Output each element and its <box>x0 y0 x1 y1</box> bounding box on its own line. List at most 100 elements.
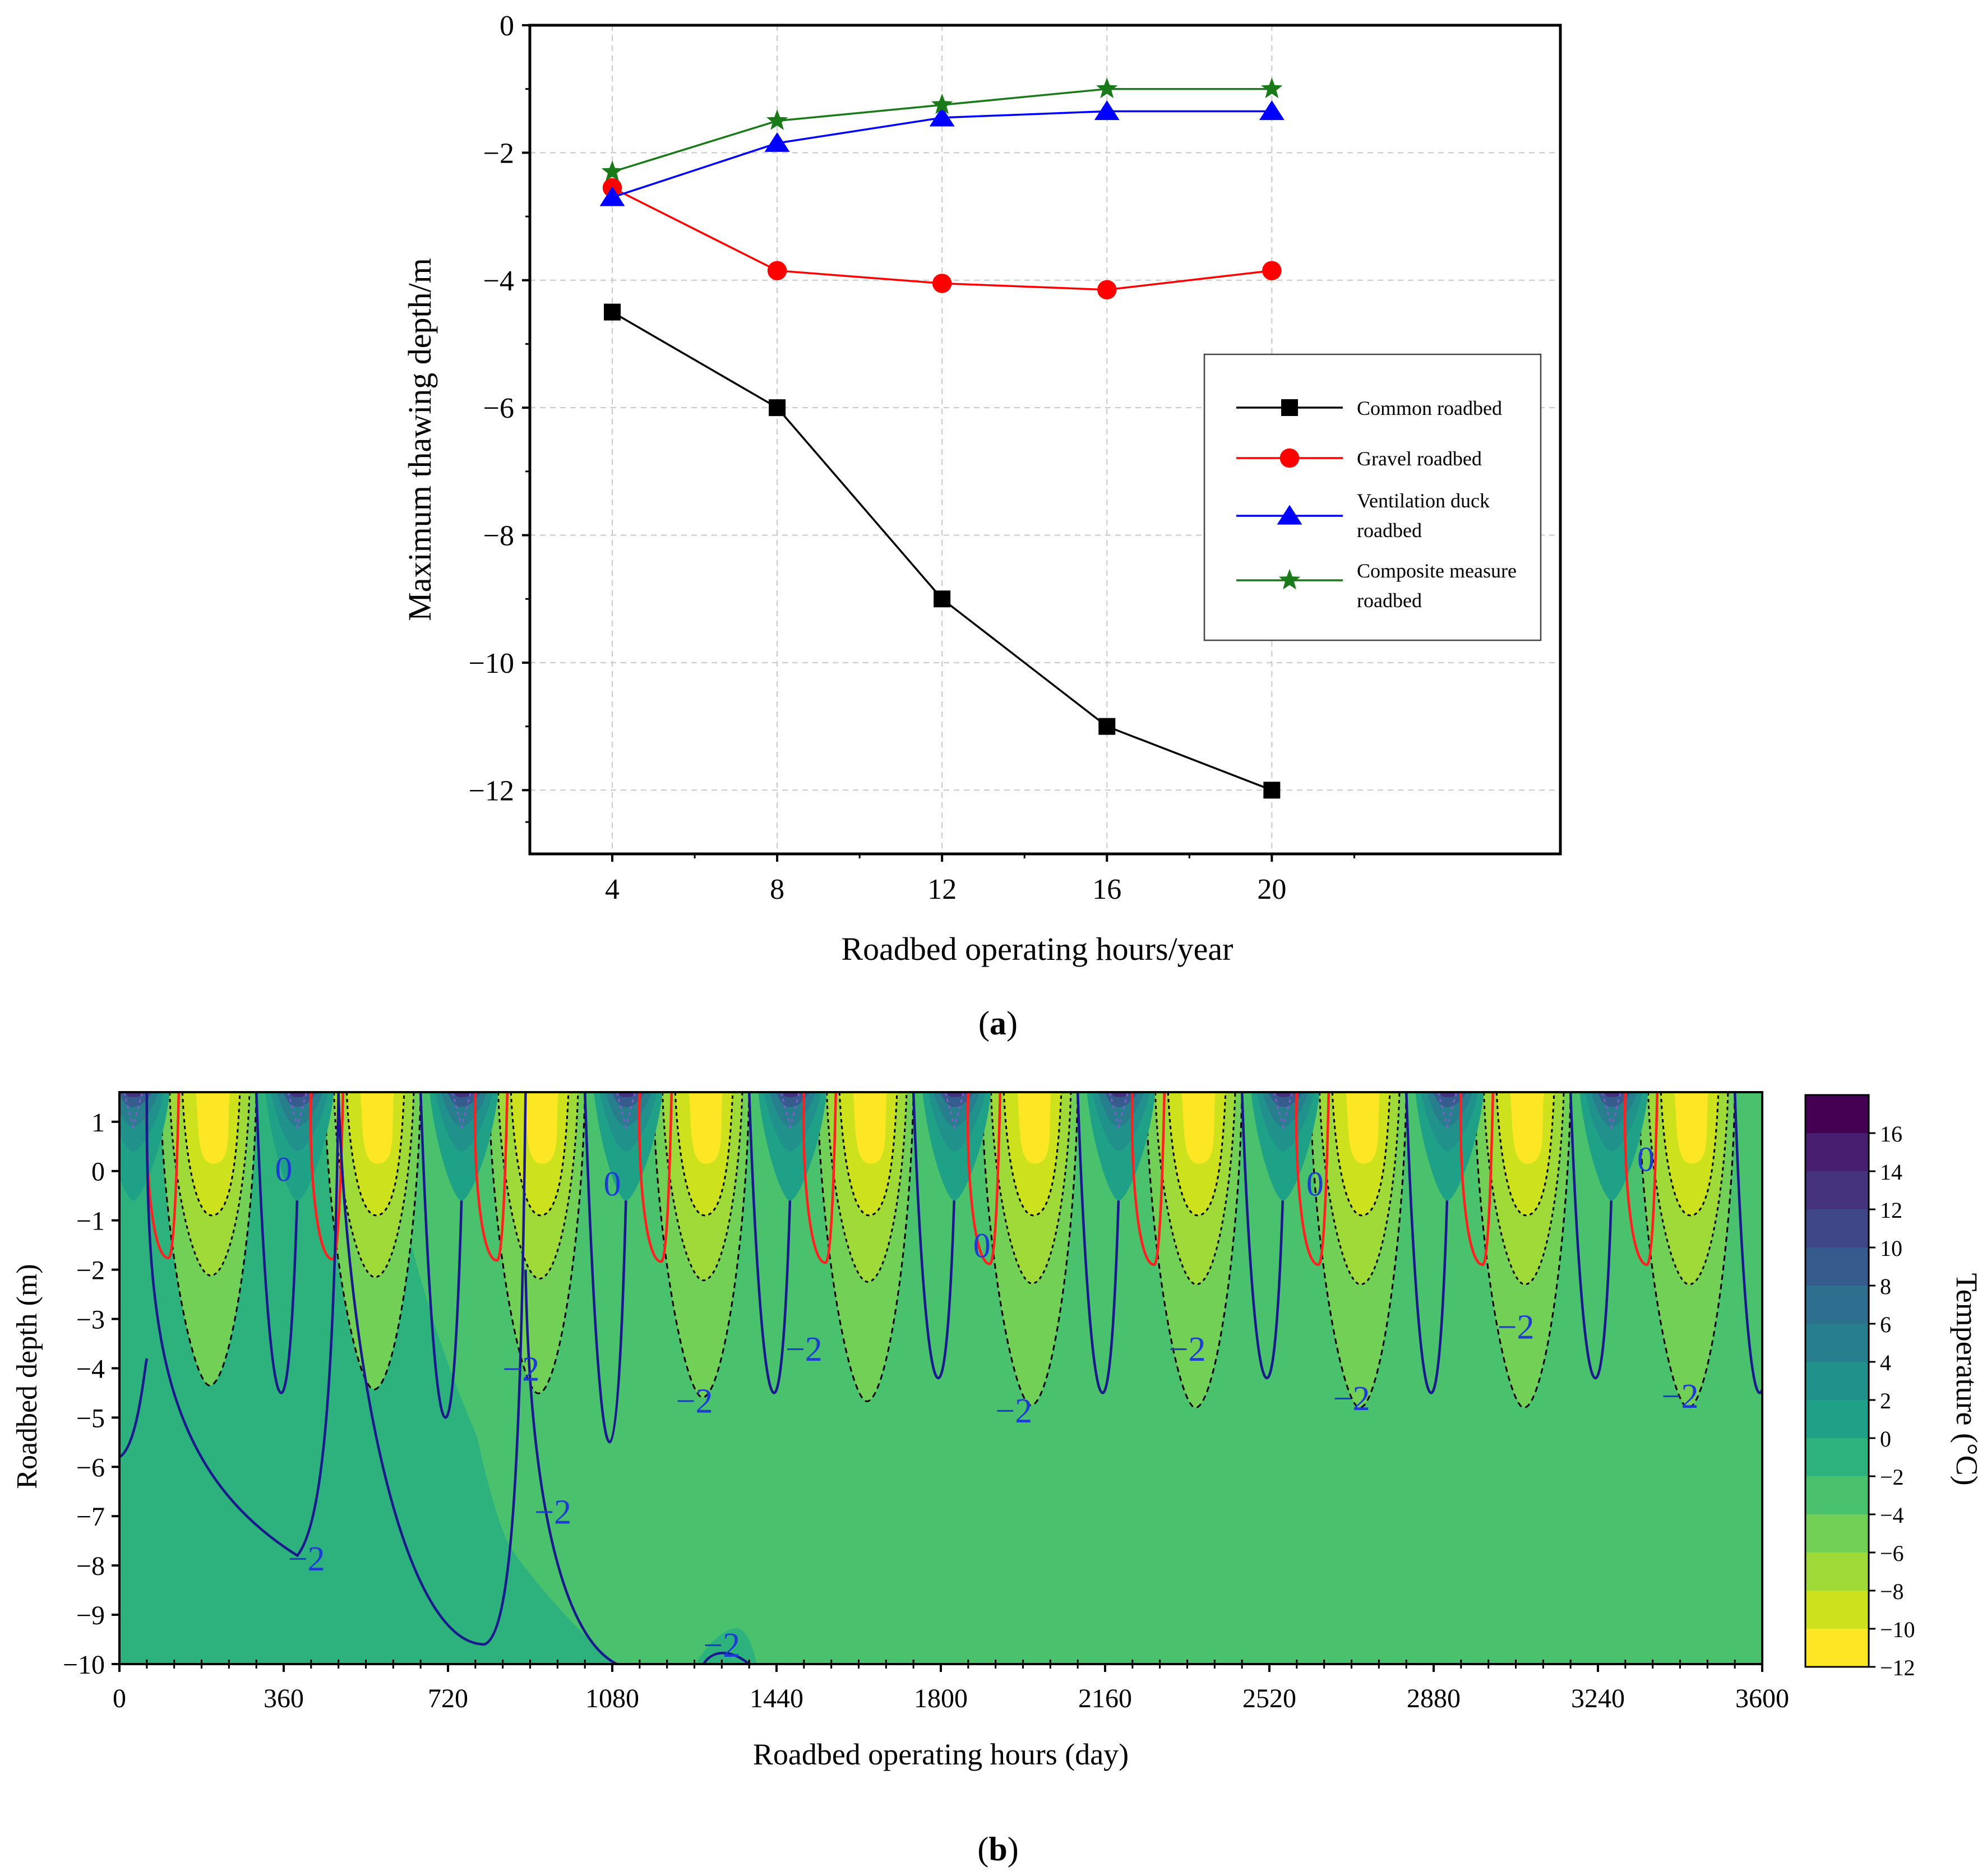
b-contour-label: −2 <box>1498 1309 1535 1347</box>
b-cold-bulb <box>1674 1092 1708 1164</box>
a-y-ticks: 0 −2 −4 −6 −8 −10 −12 <box>469 10 530 823</box>
b-minus2-isoline <box>1076 1092 1122 1394</box>
b-contour-label: −2 <box>288 1540 325 1578</box>
b-colorbar-band <box>1805 1133 1869 1171</box>
b-colorbar: 16 14 12 10 8 6 4 2 0 −2 −4 −6 −8 −10 −12 Temperature … <box>1804 1094 1982 1680</box>
b-cold-isoline <box>826 1092 908 1283</box>
b-cold-bulb <box>689 1092 723 1164</box>
b-contour-label: −2 <box>1662 1378 1699 1416</box>
b-x-tick-label: 2520 <box>1242 1684 1296 1713</box>
b-surface-isoline <box>616 1092 636 1130</box>
b-colorbar-tick-label: 14 <box>1880 1159 1902 1185</box>
b-colorbar-band <box>1805 1476 1869 1514</box>
b-x-tick-label: 2880 <box>1407 1684 1461 1713</box>
a-legend-label: Ventilation duck <box>1357 489 1490 512</box>
b-colorbar-band <box>1805 1324 1869 1362</box>
b-x-tick-label: 3600 <box>1735 1684 1789 1713</box>
b-contour-label: 0 <box>275 1150 293 1189</box>
b-colorbar-tick-label: 4 <box>1880 1350 1891 1375</box>
b-minus2-isoline <box>419 1092 465 1419</box>
b-contour-label: −2 <box>502 1350 539 1388</box>
b-contour-label: 0 <box>1306 1166 1324 1204</box>
panel-a-line-chart: 0 −2 −4 −6 −8 −10 −12 4 8 12 16 20 Roadbed operati… <box>401 10 1562 1042</box>
b-colorbar-band <box>1805 1209 1869 1247</box>
b-cold-bulb <box>853 1092 887 1164</box>
a-data-point <box>764 132 790 152</box>
a-data-point <box>1259 100 1285 121</box>
b-cold-isoline <box>838 1092 898 1217</box>
a-data-point <box>1262 261 1282 280</box>
a-y-tick-label: −4 <box>483 265 514 297</box>
a-data-point <box>1261 77 1283 99</box>
b-y-tick-label: 0 <box>91 1157 105 1187</box>
a-y-tick-label: −8 <box>483 520 514 552</box>
b-contour-label: −2 <box>995 1392 1032 1430</box>
b-contour-label: −2 <box>703 1627 740 1665</box>
a-data-point <box>767 261 787 280</box>
b-colorbar-band <box>1805 1591 1869 1629</box>
b-cold-isoline <box>1660 1092 1720 1217</box>
b-warm-tongue <box>1103 1092 1139 1107</box>
b-warm-tongue <box>446 1092 482 1107</box>
a-legend-item: Ventilation duck roadbed <box>1236 489 1490 542</box>
a-legend-marker <box>1279 448 1300 468</box>
b-minus2-isoline <box>1405 1092 1451 1394</box>
a-y-tick-label: −10 <box>469 648 514 680</box>
b-surface-isoline <box>451 1092 472 1130</box>
b-cycle <box>1251 1092 1451 1409</box>
b-warm-tongue <box>1268 1092 1303 1107</box>
b-deep-minus2-isoline <box>702 1652 750 1664</box>
a-legend-item: Composite measure roadbed <box>1236 560 1517 612</box>
b-cold-isoline <box>1331 1092 1391 1217</box>
b-zero-isoline <box>1623 1092 1659 1267</box>
b-panel-label: (b) <box>977 1831 1018 1868</box>
a-series-star <box>601 77 1283 181</box>
b-colorbar-band <box>1805 1286 1869 1324</box>
a-data-point <box>1096 77 1118 99</box>
b-x-tick-label: 0 <box>113 1684 126 1713</box>
a-x-tick-label: 20 <box>1257 874 1286 905</box>
b-seasonal-cycles <box>119 1092 1762 1664</box>
b-contour-label: −2 <box>786 1330 823 1369</box>
b-contour-labels: 0 0 0 0 0 −2 −2 −2 −2 −2 −2 −2 −2 −2 −2 −2 <box>275 1141 1699 1665</box>
b-y-tick-label: −8 <box>76 1551 105 1581</box>
a-y-axis-label: Maximum thawing depth/m <box>401 258 438 621</box>
b-y-tick-label: −6 <box>76 1453 105 1482</box>
b-colorbar-label: Temperature (°C) <box>1950 1273 1982 1485</box>
b-cold-isoline <box>510 1092 570 1217</box>
b-warm-tongue <box>939 1092 974 1107</box>
a-data-point <box>601 160 623 181</box>
b-warm-tongue <box>1432 1092 1467 1107</box>
b-cycle <box>758 1092 958 1402</box>
b-x-tick-label: 1800 <box>914 1684 968 1713</box>
b-contour-label: −2 <box>534 1493 571 1531</box>
b-cold-bulb <box>1017 1092 1051 1164</box>
b-y-tick-label: 1 <box>91 1108 105 1138</box>
a-data-point <box>604 303 621 321</box>
b-cold-isoline <box>159 1092 257 1387</box>
b-cycle <box>1087 1092 1287 1409</box>
b-minus2-isoline <box>255 1092 301 1394</box>
b-y-tick-label: −3 <box>76 1305 105 1334</box>
b-colorbar-tick-label: −12 <box>1880 1655 1915 1680</box>
b-y-tick-label: −2 <box>76 1256 105 1286</box>
b-colorbar-tick-label: −6 <box>1880 1541 1904 1566</box>
a-x-ticks: 4 8 12 16 20 <box>605 854 1355 905</box>
a-data-point <box>766 109 788 130</box>
b-cold-bulb <box>1346 1092 1380 1164</box>
b-cold-isoline <box>497 1092 579 1280</box>
b-x-tick-label: 2160 <box>1078 1684 1132 1713</box>
b-zero-isoline <box>1130 1092 1166 1267</box>
b-y-tick-label: −5 <box>76 1403 105 1433</box>
a-legend: Common roadbed Gravel roadbed Ventilation … <box>1203 353 1542 641</box>
b-cold-isoline <box>1638 1092 1736 1409</box>
a-series-circle <box>602 178 1282 300</box>
b-colorbar-tick-label: −2 <box>1880 1464 1904 1490</box>
a-data-point <box>931 93 953 114</box>
a-legend-label: roadbed <box>1357 589 1422 612</box>
b-y-tick-label: −9 <box>76 1601 105 1630</box>
b-cycle <box>922 1092 1122 1406</box>
b-deep-minus2-isoline <box>119 1358 149 1458</box>
b-y-tick-label: −7 <box>76 1502 105 1532</box>
